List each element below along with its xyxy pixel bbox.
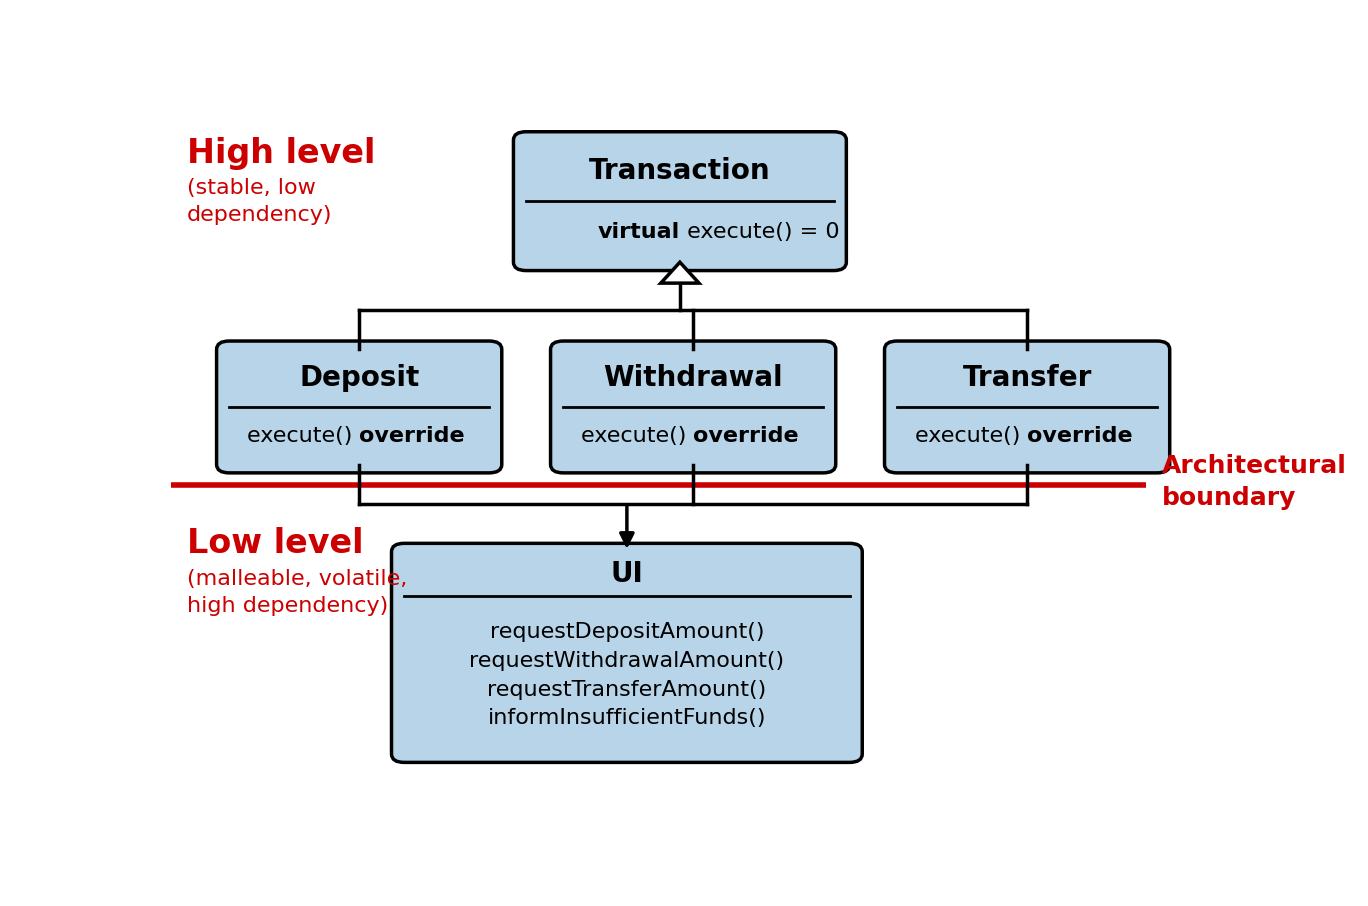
FancyBboxPatch shape [216,341,502,473]
Text: Withdrawal: Withdrawal [603,364,782,392]
Text: override: override [1027,426,1133,446]
Text: virtual: virtual [598,222,680,242]
FancyBboxPatch shape [550,341,836,473]
Text: override: override [360,426,465,446]
Text: execute(): execute() [580,426,694,446]
Text: (stable, low
dependency): (stable, low dependency) [187,178,332,225]
FancyBboxPatch shape [391,544,862,762]
Text: High level: High level [187,137,375,169]
Text: Transfer: Transfer [963,364,1092,392]
Text: UI: UI [610,560,643,588]
Text: Architectural
boundary: Architectural boundary [1163,454,1347,510]
Polygon shape [661,262,699,283]
FancyBboxPatch shape [513,131,847,271]
Text: (malleable, volatile,
high dependency): (malleable, volatile, high dependency) [187,569,408,615]
Text: Transaction: Transaction [590,157,770,185]
Text: override: override [694,426,799,446]
Text: Deposit: Deposit [300,364,420,392]
Text: Low level: Low level [187,527,364,560]
Text: execute(): execute() [915,426,1027,446]
FancyBboxPatch shape [885,341,1170,473]
Text: execute() = 0: execute() = 0 [680,222,840,242]
Text: execute(): execute() [246,426,360,446]
Text: requestDepositAmount()
requestWithdrawalAmount()
requestTransferAmount()
informI: requestDepositAmount() requestWithdrawal… [469,622,784,728]
